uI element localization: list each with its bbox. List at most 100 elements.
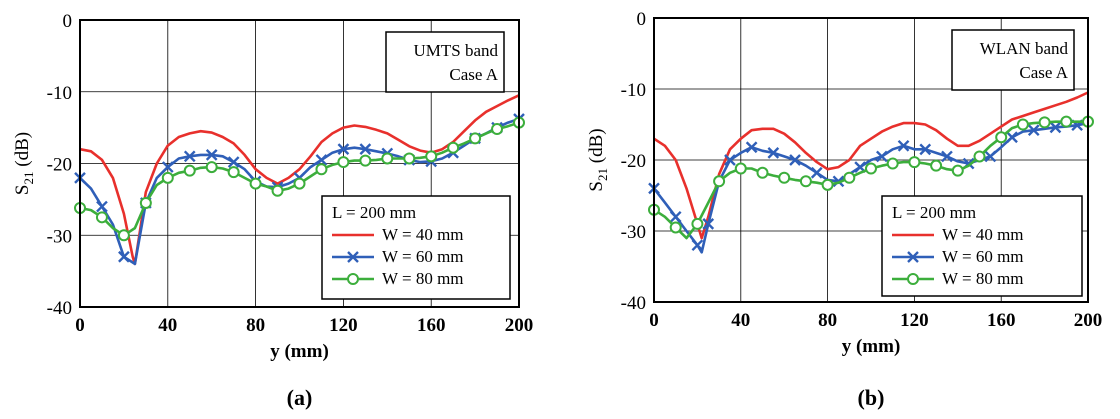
data-point-w80 — [930, 159, 943, 172]
y-tick-label: 0 — [63, 11, 73, 32]
annotation-frame-a — [385, 31, 505, 93]
data-point-w80 — [713, 175, 726, 188]
data-point-w80 — [293, 177, 306, 190]
annotation-box-a: UMTS band Case A — [385, 31, 505, 93]
data-point-w80 — [908, 156, 921, 169]
data-point-w80 — [359, 154, 372, 167]
data-point-w60 — [1027, 124, 1040, 137]
y-axis-label-sub-a: 21 — [21, 172, 36, 185]
data-point-w80 — [117, 229, 130, 242]
y-tick-label: -30 — [621, 222, 646, 243]
legend-label: W = 40 mm — [382, 225, 464, 244]
y-tick-label: -20 — [621, 151, 646, 172]
x-tick-label: 160 — [987, 310, 1016, 331]
x-tick-label: 0 — [649, 310, 659, 331]
legend-label: W = 60 mm — [382, 247, 464, 266]
annotation-line1-a: UMTS band — [413, 41, 498, 60]
legend-marker-x — [907, 251, 919, 263]
y-axis-label-unit-b: (dB) — [586, 128, 607, 168]
data-point-w80 — [799, 175, 812, 188]
data-point-w80 — [973, 150, 986, 163]
data-point-w60 — [118, 250, 130, 263]
data-point-w80 — [381, 152, 394, 165]
data-point-w80 — [843, 171, 856, 184]
legend-label: W = 80 mm — [382, 269, 464, 288]
x-tick-labels-b: 0 40 80 120 160 200 — [649, 310, 1102, 331]
data-point-w60 — [359, 143, 372, 155]
data-point-w60 — [810, 166, 823, 179]
data-point-w80 — [886, 157, 899, 170]
data-point-w80 — [778, 171, 791, 184]
panel-label-b: (b) — [858, 385, 885, 410]
data-point-w80 — [469, 132, 482, 145]
data-point-w80 — [491, 123, 504, 136]
x-axis-label-a: y (mm) — [270, 341, 329, 362]
legend-marker-circle — [347, 273, 359, 285]
data-point-w60 — [767, 147, 780, 159]
data-point-w60 — [315, 154, 328, 166]
data-point-w60 — [227, 156, 240, 168]
data-point-w80 — [139, 196, 152, 209]
panel-b: 0 40 80 120 160 200 0 -10 -20 -30 -40 y (mm) S21 … — [586, 9, 1102, 410]
y-axis-label-sub-b: 21 — [595, 168, 610, 181]
data-point-w60 — [1006, 131, 1018, 144]
y-tick-label: -30 — [47, 226, 72, 247]
x-tick-label: 120 — [329, 315, 358, 336]
y-tick-label: 0 — [637, 9, 647, 30]
x-tick-label: 200 — [1074, 310, 1103, 331]
y-tick-labels-b: 0 -10 -20 -30 -40 — [621, 9, 646, 314]
x-tick-label: 200 — [505, 315, 534, 336]
y-tick-labels-a: 0 -10 -20 -30 -40 — [47, 11, 72, 319]
y-axis-label-main-b: S — [586, 181, 607, 192]
data-point-w80 — [1060, 115, 1073, 128]
y-axis-label-main-a: S — [12, 185, 33, 196]
legend-items-a: W = 40 mm W = 60 mm W = 80 mm — [332, 225, 464, 288]
y-axis-label-a: S21 (dB) — [12, 132, 36, 195]
annotation-line1-b: WLAN band — [980, 39, 1069, 58]
legend-label: W = 60 mm — [942, 247, 1024, 266]
data-point-w60 — [183, 150, 196, 163]
data-point-w80 — [447, 141, 460, 154]
panel-label-a: (a) — [287, 385, 313, 410]
annotation-line2-b: Case A — [1019, 63, 1068, 82]
plot-frame-b — [653, 17, 1089, 303]
x-axis-label-b: y (mm) — [842, 336, 901, 357]
annotation-box-b: WLAN band Case A — [951, 29, 1075, 91]
x-tick-label: 80 — [246, 315, 265, 336]
legend-title-b: L = 200 mm — [892, 203, 976, 222]
data-point-w80 — [821, 178, 834, 191]
data-point-w60 — [702, 218, 715, 230]
y-tick-label: -20 — [47, 155, 72, 176]
y-tick-label: -10 — [621, 80, 646, 101]
y-axis-label-unit-a: (dB) — [12, 132, 33, 172]
data-point-w80 — [337, 156, 350, 169]
data-point-w80 — [669, 221, 682, 234]
data-point-w80 — [756, 166, 769, 179]
data-point-w80 — [951, 164, 964, 177]
series-group-a — [74, 94, 525, 266]
data-point-w60 — [96, 200, 108, 213]
legend-label: W = 80 mm — [942, 269, 1024, 288]
legend-marker-circle — [907, 273, 919, 285]
data-point-w80 — [249, 177, 262, 190]
data-point-w60 — [876, 150, 888, 163]
plot-frame-a — [79, 19, 520, 308]
data-point-w60 — [941, 150, 953, 163]
x-tick-label: 40 — [158, 315, 177, 336]
data-point-w60 — [1049, 121, 1062, 134]
annotation-line2-a: Case A — [449, 65, 498, 84]
annotation-frame-b — [951, 29, 1075, 91]
legend-title-a: L = 200 mm — [332, 203, 416, 222]
data-point-w80 — [1016, 118, 1029, 131]
data-point-w80 — [183, 164, 196, 177]
x-tick-labels-a: 0 40 80 120 160 200 — [75, 315, 533, 336]
legend-b: L = 200 mm W = 40 mm W = 60 mm W = 80 mm — [881, 195, 1083, 297]
data-point-w60 — [337, 143, 350, 155]
panel-a: 0 40 80 120 160 200 0 -10 -20 -30 -40 y (mm) S21 … — [12, 11, 533, 410]
data-point-w80 — [995, 131, 1008, 144]
data-point-w60 — [919, 143, 932, 156]
series-group-b — [648, 91, 1094, 254]
data-point-w60 — [789, 154, 801, 166]
legend-a: L = 200 mm W = 40 mm W = 60 mm W = 80 mm — [321, 195, 511, 300]
y-axis-label-b: S21 (dB) — [586, 128, 610, 191]
